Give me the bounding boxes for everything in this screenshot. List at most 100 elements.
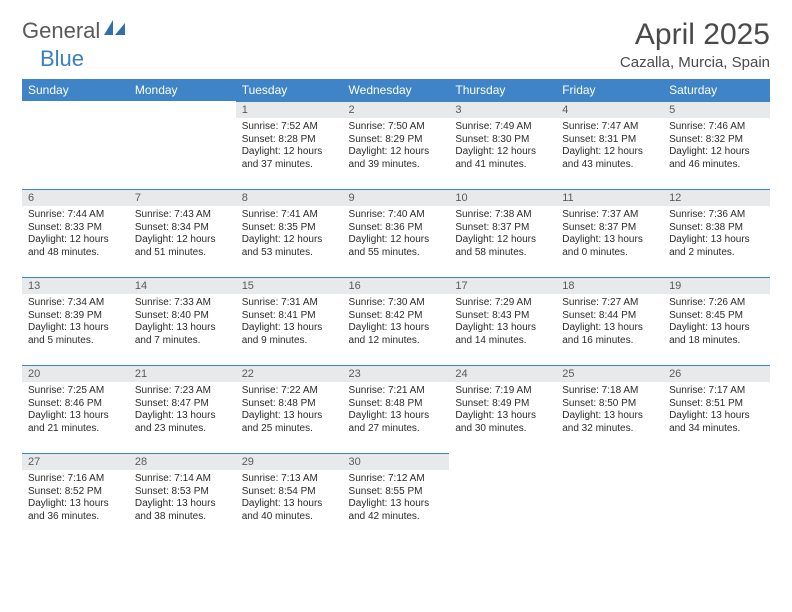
daylight-line: Daylight: 13 hours and 30 minutes. (455, 410, 550, 435)
day-cell (449, 453, 556, 541)
day-cell: 16Sunrise: 7:30 AMSunset: 8:42 PMDayligh… (343, 277, 450, 365)
sunrise-line: Sunrise: 7:29 AM (455, 297, 550, 310)
sunset-line: Sunset: 8:36 PM (349, 222, 444, 235)
sunrise-line: Sunrise: 7:30 AM (349, 297, 444, 310)
day-cell: 12Sunrise: 7:36 AMSunset: 8:38 PMDayligh… (663, 189, 770, 277)
day-cell: 15Sunrise: 7:31 AMSunset: 8:41 PMDayligh… (236, 277, 343, 365)
sunrise-line: Sunrise: 7:41 AM (242, 209, 337, 222)
date-number: 1 (236, 101, 343, 118)
date-number: 29 (236, 453, 343, 470)
day-cell (129, 101, 236, 189)
sunrise-line: Sunrise: 7:50 AM (349, 121, 444, 134)
date-number: 15 (236, 277, 343, 294)
daylight-line: Daylight: 13 hours and 0 minutes. (562, 234, 657, 259)
day-cell: 4Sunrise: 7:47 AMSunset: 8:31 PMDaylight… (556, 101, 663, 189)
sunset-line: Sunset: 8:48 PM (242, 398, 337, 411)
sunset-line: Sunset: 8:52 PM (28, 486, 123, 499)
day-cell: 27Sunrise: 7:16 AMSunset: 8:52 PMDayligh… (22, 453, 129, 541)
day-details: Sunrise: 7:40 AMSunset: 8:36 PMDaylight:… (343, 206, 450, 261)
day-cell: 1Sunrise: 7:52 AMSunset: 8:28 PMDaylight… (236, 101, 343, 189)
sunrise-line: Sunrise: 7:38 AM (455, 209, 550, 222)
day-cell: 30Sunrise: 7:12 AMSunset: 8:55 PMDayligh… (343, 453, 450, 541)
sunrise-line: Sunrise: 7:18 AM (562, 385, 657, 398)
daylight-line: Daylight: 12 hours and 48 minutes. (28, 234, 123, 259)
sunset-line: Sunset: 8:46 PM (28, 398, 123, 411)
day-details: Sunrise: 7:46 AMSunset: 8:32 PMDaylight:… (663, 118, 770, 173)
month-title: April 2025 (620, 18, 770, 52)
sunrise-line: Sunrise: 7:31 AM (242, 297, 337, 310)
sunset-line: Sunset: 8:42 PM (349, 310, 444, 323)
day-cell: 10Sunrise: 7:38 AMSunset: 8:37 PMDayligh… (449, 189, 556, 277)
day-details: Sunrise: 7:43 AMSunset: 8:34 PMDaylight:… (129, 206, 236, 261)
day-header-row: Sunday Monday Tuesday Wednesday Thursday… (22, 79, 770, 101)
sunset-line: Sunset: 8:35 PM (242, 222, 337, 235)
day-details: Sunrise: 7:29 AMSunset: 8:43 PMDaylight:… (449, 294, 556, 349)
sunrise-line: Sunrise: 7:25 AM (28, 385, 123, 398)
daylight-line: Daylight: 12 hours and 51 minutes. (135, 234, 230, 259)
day-cell: 28Sunrise: 7:14 AMSunset: 8:53 PMDayligh… (129, 453, 236, 541)
sunrise-line: Sunrise: 7:22 AM (242, 385, 337, 398)
calendar-table: Sunday Monday Tuesday Wednesday Thursday… (22, 79, 770, 541)
sunrise-line: Sunrise: 7:47 AM (562, 121, 657, 134)
day-cell: 29Sunrise: 7:13 AMSunset: 8:54 PMDayligh… (236, 453, 343, 541)
daylight-line: Daylight: 13 hours and 34 minutes. (669, 410, 764, 435)
daylight-line: Daylight: 13 hours and 12 minutes. (349, 322, 444, 347)
day-cell: 2Sunrise: 7:50 AMSunset: 8:29 PMDaylight… (343, 101, 450, 189)
col-saturday: Saturday (663, 79, 770, 101)
day-cell: 9Sunrise: 7:40 AMSunset: 8:36 PMDaylight… (343, 189, 450, 277)
col-friday: Friday (556, 79, 663, 101)
day-cell: 17Sunrise: 7:29 AMSunset: 8:43 PMDayligh… (449, 277, 556, 365)
day-details: Sunrise: 7:38 AMSunset: 8:37 PMDaylight:… (449, 206, 556, 261)
logo-subtext-wrap: Blue (40, 46, 84, 72)
daylight-line: Daylight: 13 hours and 27 minutes. (349, 410, 444, 435)
daylight-line: Daylight: 12 hours and 43 minutes. (562, 146, 657, 171)
sunset-line: Sunset: 8:38 PM (669, 222, 764, 235)
daylight-line: Daylight: 13 hours and 38 minutes. (135, 498, 230, 523)
day-details: Sunrise: 7:23 AMSunset: 8:47 PMDaylight:… (129, 382, 236, 437)
daylight-line: Daylight: 13 hours and 42 minutes. (349, 498, 444, 523)
date-number: 6 (22, 189, 129, 206)
sunset-line: Sunset: 8:44 PM (562, 310, 657, 323)
day-cell: 25Sunrise: 7:18 AMSunset: 8:50 PMDayligh… (556, 365, 663, 453)
day-cell: 22Sunrise: 7:22 AMSunset: 8:48 PMDayligh… (236, 365, 343, 453)
sunset-line: Sunset: 8:51 PM (669, 398, 764, 411)
daylight-line: Daylight: 12 hours and 46 minutes. (669, 146, 764, 171)
logo-text-gray: General (22, 18, 100, 44)
sunset-line: Sunset: 8:48 PM (349, 398, 444, 411)
sunrise-line: Sunrise: 7:33 AM (135, 297, 230, 310)
daylight-line: Daylight: 13 hours and 18 minutes. (669, 322, 764, 347)
sunset-line: Sunset: 8:45 PM (669, 310, 764, 323)
day-cell: 20 Sunrise: 7:25 AMSunset: 8:46 PMDayligh… (22, 365, 129, 453)
day-cell (556, 453, 663, 541)
sunrise-line: Sunrise: 7:37 AM (562, 209, 657, 222)
col-wednesday: Wednesday (343, 79, 450, 101)
location-text: Cazalla, Murcia, Spain (620, 54, 770, 71)
day-details: Sunrise: 7:19 AMSunset: 8:49 PMDaylight:… (449, 382, 556, 437)
sunrise-line: Sunrise: 7:19 AM (455, 385, 550, 398)
sunrise-line: Sunrise: 7:49 AM (455, 121, 550, 134)
day-details: Sunrise: 7:44 AMSunset: 8:33 PMDaylight:… (22, 206, 129, 261)
daylight-line: Daylight: 13 hours and 21 minutes. (28, 410, 123, 435)
sunset-line: Sunset: 8:31 PM (562, 134, 657, 147)
daylight-line: Daylight: 12 hours and 53 minutes. (242, 234, 337, 259)
sunset-line: Sunset: 8:32 PM (669, 134, 764, 147)
day-details: Sunrise: 7:49 AMSunset: 8:30 PMDaylight:… (449, 118, 556, 173)
sunrise-line: Sunrise: 7:21 AM (349, 385, 444, 398)
sunrise-line: Sunrise: 7:40 AM (349, 209, 444, 222)
date-number: 20 (22, 365, 129, 382)
day-details: Sunrise: 7:31 AMSunset: 8:41 PMDaylight:… (236, 294, 343, 349)
sunrise-line: Sunrise: 7:52 AM (242, 121, 337, 134)
day-details: Sunrise: 7:33 AMSunset: 8:40 PMDaylight:… (129, 294, 236, 349)
day-cell: 6Sunrise: 7:44 AMSunset: 8:33 PMDaylight… (22, 189, 129, 277)
daylight-line: Daylight: 13 hours and 32 minutes. (562, 410, 657, 435)
title-block: April 2025 Cazalla, Murcia, Spain (620, 18, 770, 71)
day-details: Sunrise: 7:22 AMSunset: 8:48 PMDaylight:… (236, 382, 343, 437)
sunset-line: Sunset: 8:53 PM (135, 486, 230, 499)
logo: General (22, 18, 128, 44)
date-number: 7 (129, 189, 236, 206)
day-details: Sunrise: 7:34 AMSunset: 8:39 PMDaylight:… (22, 294, 129, 349)
sunset-line: Sunset: 8:43 PM (455, 310, 550, 323)
sunset-line: Sunset: 8:39 PM (28, 310, 123, 323)
day-cell: 8Sunrise: 7:41 AMSunset: 8:35 PMDaylight… (236, 189, 343, 277)
day-details: Sunrise: 7:17 AMSunset: 8:51 PMDaylight:… (663, 382, 770, 437)
